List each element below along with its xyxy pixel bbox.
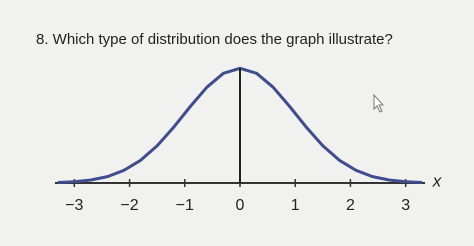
x-tick-label: −2 (120, 197, 138, 214)
x-tick-label: −1 (176, 197, 194, 214)
x-axis-label: x (432, 171, 442, 190)
x-tick-label: 3 (401, 197, 410, 214)
x-tick-label: 1 (291, 197, 300, 214)
question: 8. Which type of distribution does the g… (36, 31, 393, 48)
x-tick-label: −3 (65, 197, 83, 214)
cursor-icon (373, 93, 385, 113)
x-tick-label: 2 (346, 197, 355, 214)
curve (57, 66, 423, 184)
x-tick-label: 0 (236, 197, 245, 214)
